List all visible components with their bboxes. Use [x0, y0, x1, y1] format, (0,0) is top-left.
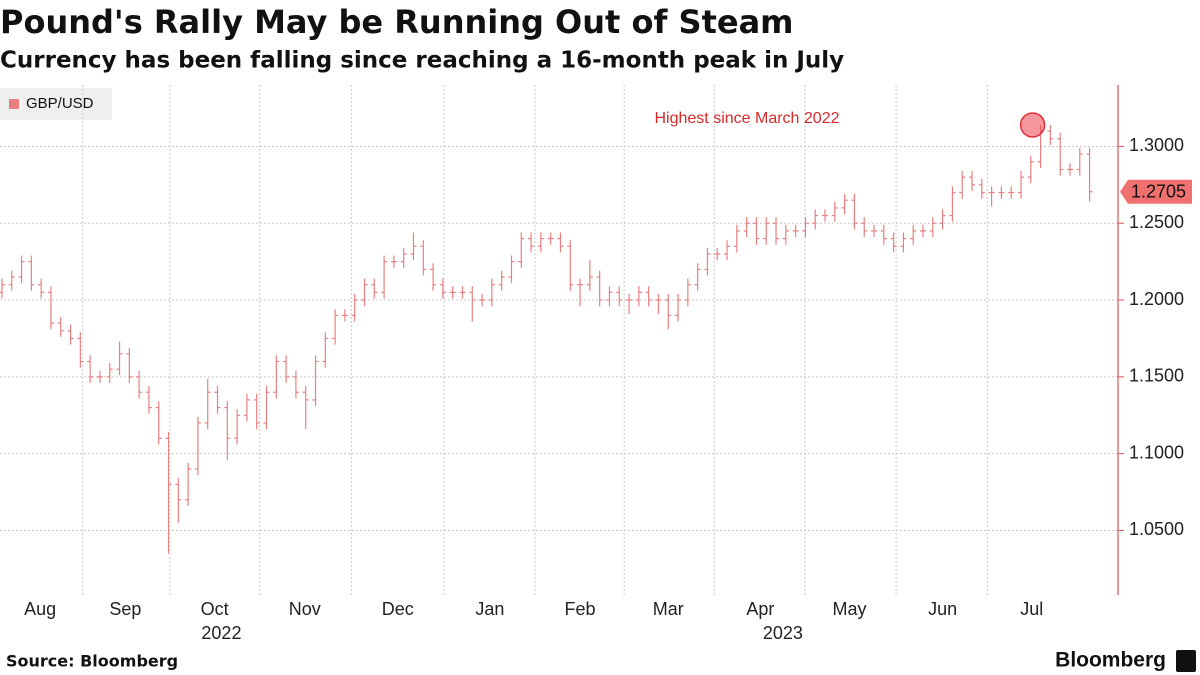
x-tick-label: Jan: [475, 599, 504, 619]
y-tick-label: 1.3000: [1129, 135, 1184, 155]
chart-subtitle: Currency has been falling since reaching…: [0, 48, 844, 74]
y-tick-label: 1.1500: [1129, 366, 1184, 386]
x-tick-label: Jun: [928, 599, 957, 619]
brand: Bloomberg: [1055, 649, 1166, 672]
last-value-tag: [1120, 179, 1192, 204]
x-tick-label: Sep: [109, 599, 141, 619]
year-label: 2022: [201, 623, 241, 643]
legend-swatch: [9, 99, 19, 109]
annotation: Highest since March 2022: [655, 110, 840, 127]
x-tick-label: May: [833, 599, 867, 619]
x-tick-label: Jul: [1020, 599, 1043, 619]
x-tick-label: Nov: [289, 599, 321, 619]
x-tick-label: Aug: [24, 599, 56, 619]
y-tick-label: 1.0500: [1129, 519, 1184, 539]
x-tick-label: Feb: [565, 599, 596, 619]
year-label: 2023: [763, 623, 803, 643]
x-tick-label: Oct: [201, 599, 229, 619]
x-tick-label: Apr: [746, 599, 774, 619]
y-tick-label: 1.2000: [1129, 289, 1184, 309]
y-tick-label: 1.1000: [1129, 442, 1184, 462]
last-value-label: 1.2705: [1131, 182, 1186, 202]
x-tick-label: Mar: [653, 599, 684, 619]
brand-icon: [1176, 650, 1196, 672]
y-tick-label: 1.2500: [1129, 212, 1184, 232]
peak-marker: [1019, 112, 1046, 138]
x-tick-label: Dec: [382, 599, 414, 619]
chart-title: Pound's Rally May be Running Out of Stea…: [0, 3, 794, 41]
source: Source: Bloomberg: [6, 652, 178, 671]
legend-label: GBP/USD: [26, 95, 94, 112]
